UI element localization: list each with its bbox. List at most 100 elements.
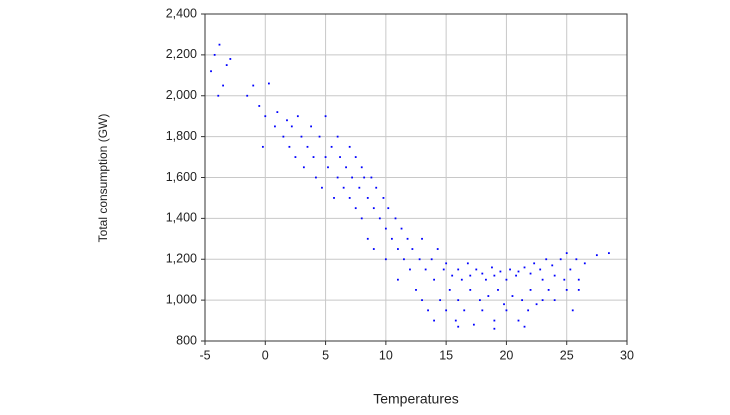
- x-tick-label: 0: [262, 348, 269, 362]
- y-axis-label: Total consumption (GW): [96, 114, 110, 243]
- point: [261, 145, 264, 148]
- point: [559, 258, 562, 261]
- point: [397, 248, 399, 250]
- point: [505, 309, 508, 312]
- y-tick-label: 2,400: [166, 6, 197, 20]
- point: [394, 217, 397, 220]
- y-tick-label: 2,000: [166, 88, 197, 102]
- point: [296, 115, 299, 118]
- point: [565, 289, 568, 291]
- point: [360, 166, 363, 169]
- point: [545, 258, 548, 261]
- y-tick-label: 1,600: [166, 170, 197, 184]
- point: [290, 125, 293, 128]
- point: [348, 145, 351, 148]
- point: [387, 207, 390, 210]
- point: [541, 299, 544, 302]
- point: [457, 268, 460, 271]
- point: [493, 274, 496, 277]
- point: [430, 258, 433, 261]
- point: [302, 166, 305, 169]
- point: [539, 268, 542, 271]
- x-tick-label: 5: [322, 348, 329, 362]
- point: [421, 237, 423, 240]
- point: [509, 268, 511, 271]
- point: [563, 278, 566, 281]
- point: [406, 237, 409, 240]
- point: [460, 278, 463, 281]
- point: [424, 268, 427, 271]
- point: [382, 197, 385, 199]
- point: [475, 268, 478, 271]
- point: [366, 237, 369, 240]
- point: [306, 145, 309, 148]
- point: [276, 111, 279, 113]
- point: [472, 323, 475, 326]
- x-axis-label: Temperatures: [373, 391, 459, 407]
- point: [321, 186, 323, 189]
- y-tick-label: 800: [176, 333, 197, 347]
- point: [370, 176, 373, 179]
- point: [479, 299, 481, 302]
- point: [409, 268, 411, 271]
- point: [565, 252, 568, 255]
- point: [485, 278, 487, 281]
- point: [527, 309, 530, 312]
- point: [541, 278, 544, 281]
- point: [282, 135, 285, 138]
- point: [553, 274, 556, 277]
- point: [445, 309, 448, 312]
- point: [217, 94, 220, 97]
- point: [384, 227, 387, 230]
- point: [533, 262, 536, 265]
- point: [583, 262, 586, 265]
- point: [354, 207, 357, 210]
- point: [499, 270, 502, 273]
- point: [336, 135, 339, 138]
- x-tick-label: -5: [199, 348, 210, 362]
- point: [225, 64, 228, 66]
- point: [569, 268, 572, 271]
- point: [521, 299, 524, 302]
- point: [345, 166, 347, 169]
- point: [481, 309, 484, 312]
- y-tick-label: 1,000: [166, 292, 197, 306]
- point: [457, 325, 460, 328]
- point: [342, 186, 345, 189]
- x-tick-label: 15: [439, 348, 453, 362]
- point: [415, 289, 417, 291]
- point: [372, 207, 375, 210]
- x-tick-label: 20: [499, 348, 513, 362]
- point: [372, 248, 375, 250]
- point: [213, 53, 216, 56]
- point: [218, 43, 221, 46]
- point: [411, 248, 414, 250]
- y-tick-label: 2,200: [166, 47, 197, 61]
- point: [339, 156, 341, 158]
- point: [300, 135, 303, 138]
- point: [310, 125, 313, 128]
- point: [433, 319, 435, 322]
- point: [448, 289, 451, 291]
- point: [360, 217, 363, 220]
- point: [229, 58, 232, 60]
- point: [497, 289, 499, 291]
- point: [503, 303, 505, 306]
- point: [466, 262, 469, 265]
- point: [511, 295, 514, 297]
- point: [312, 156, 315, 158]
- point: [451, 274, 454, 277]
- point: [400, 227, 403, 230]
- point: [551, 264, 554, 267]
- point: [336, 176, 339, 179]
- point: [442, 268, 445, 271]
- point: [515, 274, 517, 277]
- point: [351, 176, 353, 179]
- point: [252, 84, 255, 87]
- point: [378, 217, 381, 220]
- point: [463, 309, 466, 312]
- point: [286, 119, 288, 122]
- y-tick-label: 1,800: [166, 129, 197, 143]
- point: [454, 319, 457, 322]
- point: [493, 319, 496, 322]
